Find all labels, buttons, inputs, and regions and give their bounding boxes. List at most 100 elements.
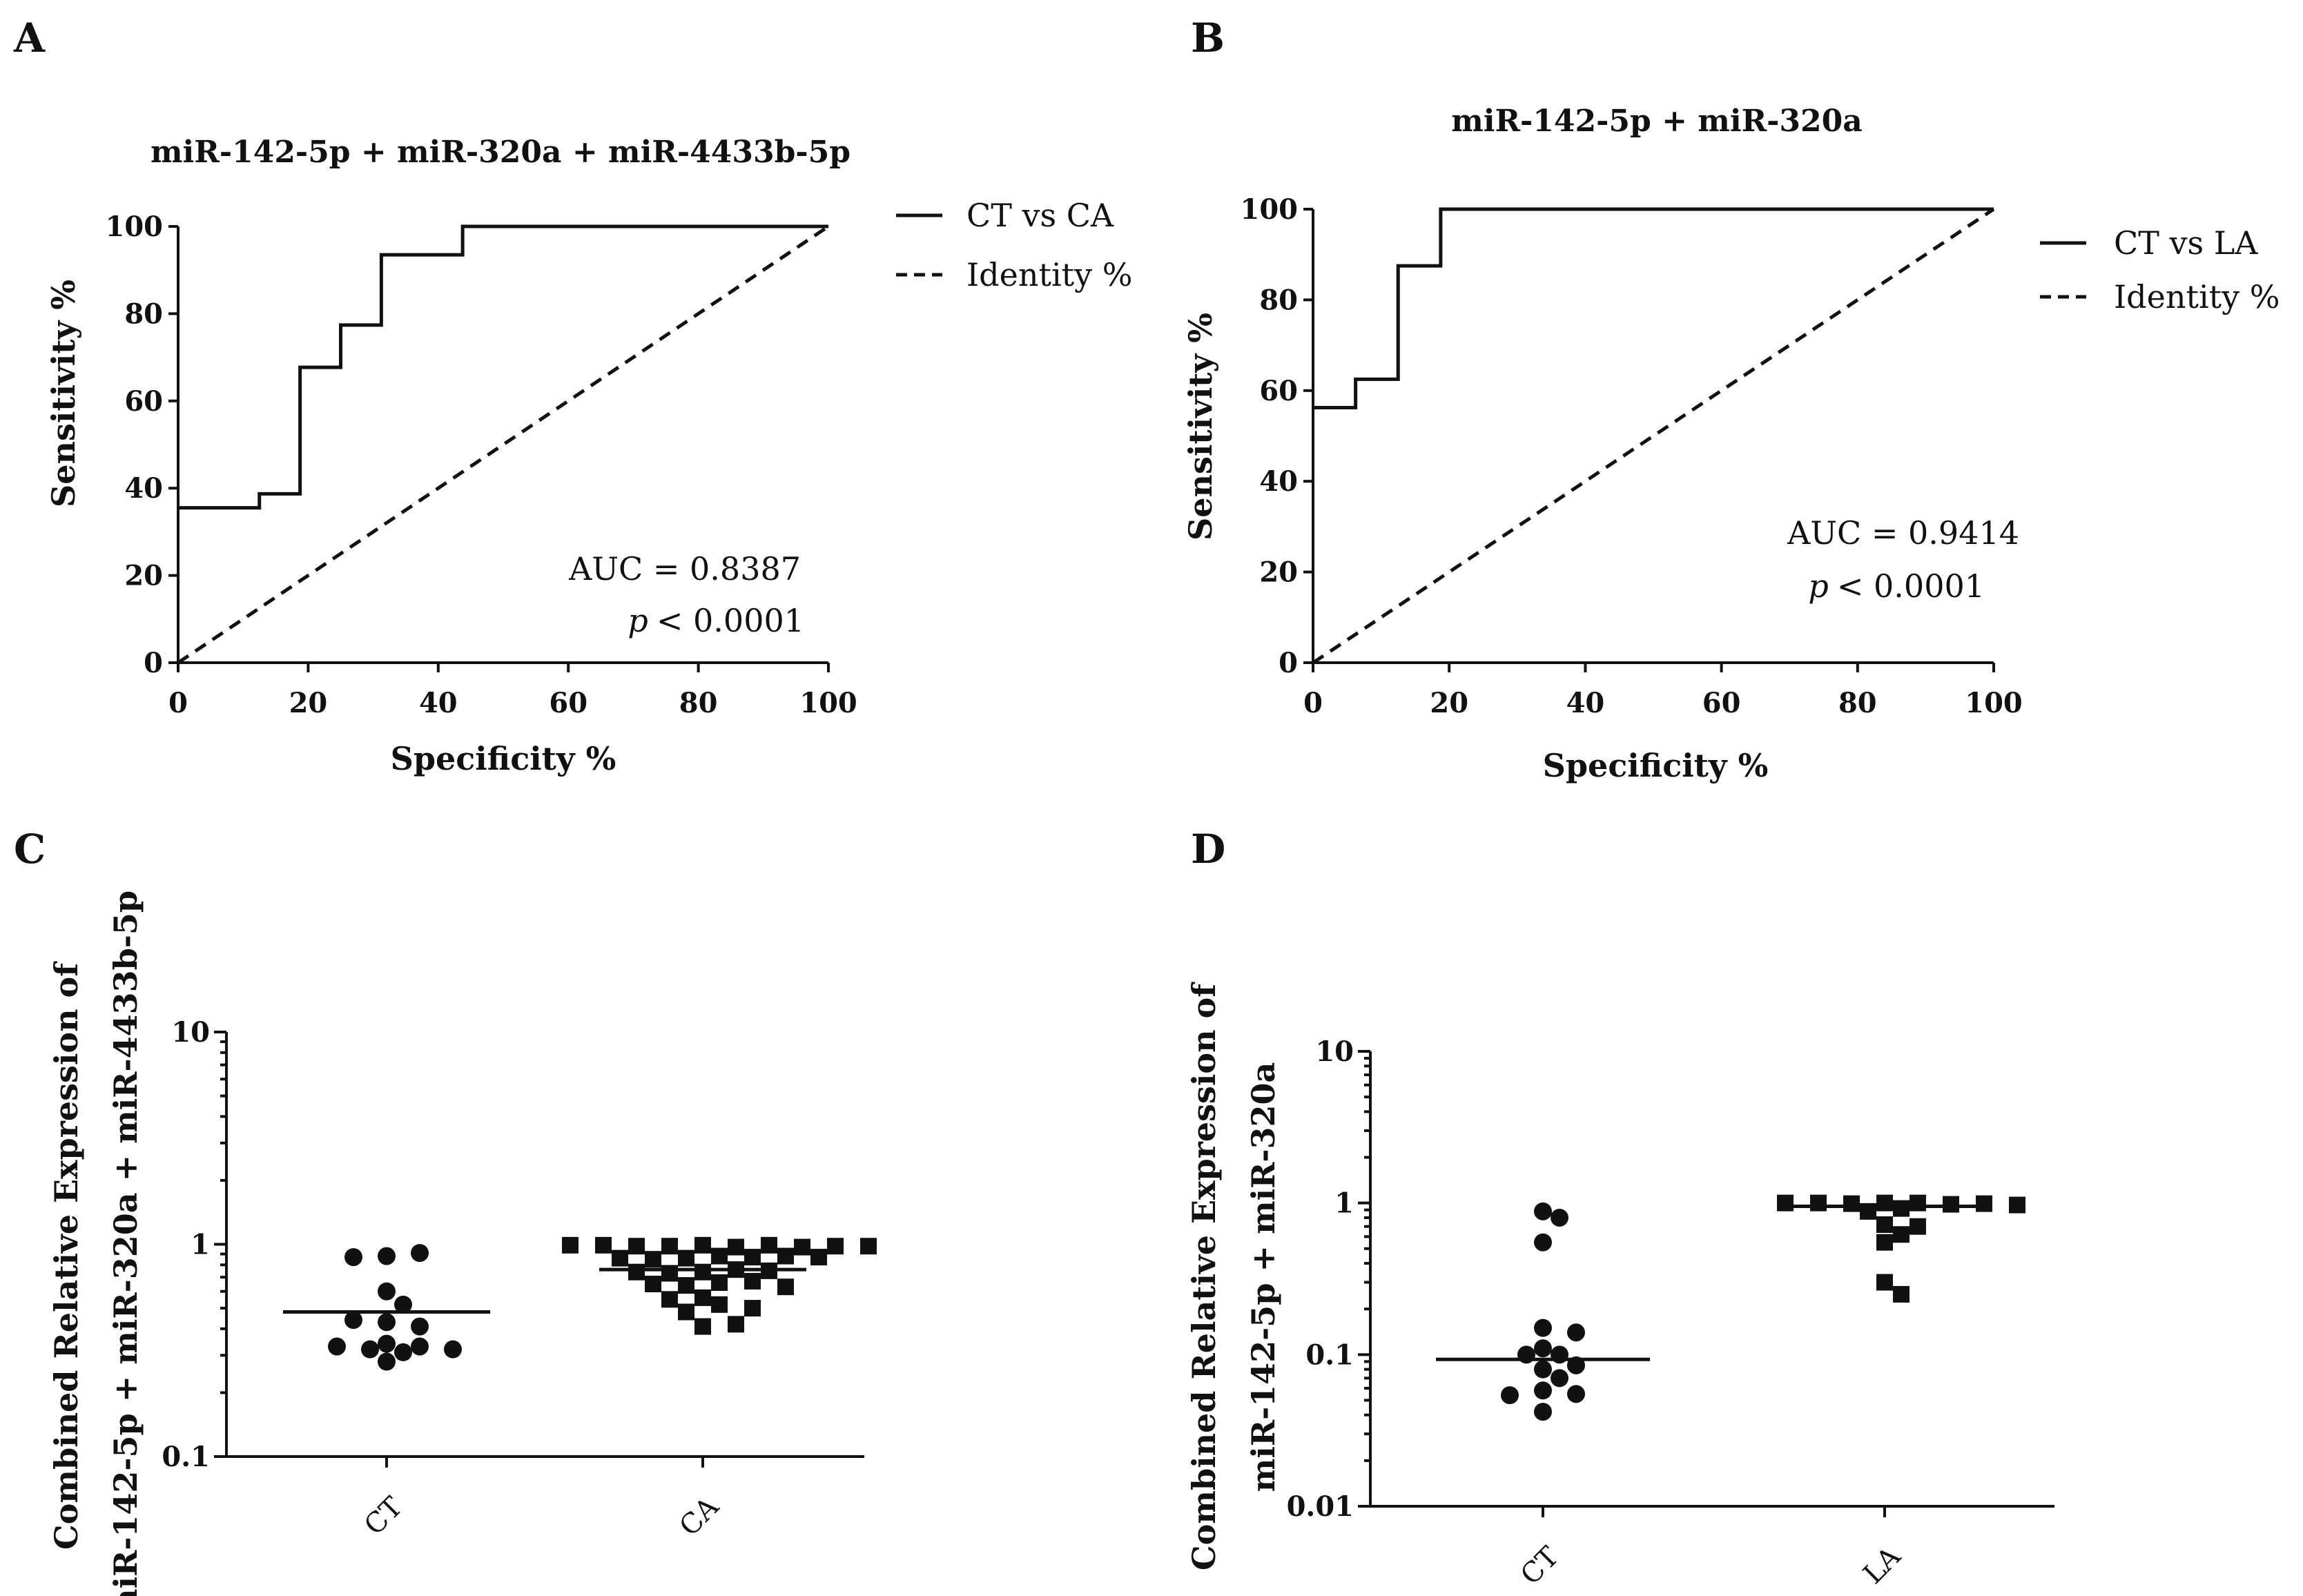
d-ct-point-1	[1551, 1208, 1568, 1227]
a-y-tick-label-1: 20	[124, 560, 163, 592]
panel-letter-b: B	[1191, 14, 1225, 61]
chart-a-series	[177, 224, 830, 665]
chart-c-y-label: Combined Relative Expression of miR-142-5…	[48, 891, 144, 1596]
b-y-tick-label-4: 80	[1259, 284, 1298, 316]
c-ct-point-14	[378, 1352, 396, 1371]
a-y-tick-label-2: 40	[124, 472, 163, 505]
c-ca-point-30	[678, 1303, 694, 1321]
c-ca-point-22	[711, 1274, 728, 1291]
c-ca-point-16	[810, 1249, 827, 1266]
c-ct-point-0	[378, 1247, 396, 1265]
c-ca-point-11	[678, 1249, 694, 1267]
chart-b-ticks: 0 20 40 60 80 100 0 20 40 60 80 100	[1241, 193, 2023, 719]
c-ct-point-7	[344, 1311, 362, 1330]
d-ct-point-11	[1534, 1381, 1552, 1400]
c-ct-point-3	[378, 1282, 396, 1301]
d-la-point-15	[1893, 1285, 1910, 1303]
c-ca-point-3	[761, 1236, 777, 1254]
scatter-chart-c: 0.1 1 10 CT CA Combined Relative Expression …	[48, 891, 877, 1596]
b-y-tick-label-2: 40	[1259, 465, 1298, 498]
chart-a-auc: AUC = 0.8387	[568, 550, 801, 587]
c-ct-point-2	[344, 1248, 362, 1267]
c-ct-point-5	[378, 1313, 396, 1332]
c-ct-point-9	[411, 1337, 429, 1356]
chart-b-legend-label-1: CT vs LA	[2114, 224, 2258, 262]
c-ct-point-10	[361, 1340, 379, 1359]
chart-c-y-label-line-2: miR-142-5p + miR-320a + miR-4433b-5p	[107, 891, 144, 1596]
c-ct-point-1	[411, 1244, 429, 1263]
chart-b-title: miR-142-5p + miR-320a	[1451, 104, 1863, 139]
roc-chart-a: miR-142-5p + miR-320a + miR-4433b-5p 0 20…	[45, 135, 1132, 777]
roc-chart-b: miR-142-5p + miR-320a 0 20 40 60 80 100 0 20 40 6…	[1182, 104, 2280, 784]
chart-b-legend-label-2: Identity %	[2114, 278, 2280, 315]
chart-a-legend-label-1: CT vs CA	[966, 197, 1114, 234]
d-la-point-2	[1843, 1195, 1860, 1212]
c-ca-point-17	[694, 1263, 711, 1281]
c-y-tick-label-1: 1	[191, 1229, 210, 1261]
panel-letter-a: A	[13, 14, 46, 61]
chart-d-points	[1436, 1194, 2025, 1421]
c-ca-point-28	[711, 1296, 728, 1313]
d-la-point-5	[1976, 1195, 1992, 1212]
d-la-point-7	[2009, 1196, 2025, 1214]
c-ca-point-0	[694, 1236, 711, 1254]
c-ca-point-2	[661, 1238, 678, 1255]
chart-d-y-label-line-2: miR-142-5p + miR-320a	[1245, 1062, 1282, 1492]
c-ct-point-8	[378, 1334, 396, 1353]
d-la-point-0	[1876, 1194, 1893, 1211]
a-x-tick-label-4: 80	[679, 687, 718, 719]
d-y-tick-label-1: 0.1	[1305, 1339, 1354, 1371]
chart-b-series	[1312, 207, 1995, 665]
c-ct-point-4	[394, 1295, 412, 1314]
c-ca-point-10	[711, 1247, 728, 1265]
chart-d-ticks: 0.01 0.1 1 10 CT LA	[1287, 1035, 1907, 1591]
chart-b-p-value: < 0.0001	[1837, 567, 1985, 605]
b-y-tick-label-1: 20	[1259, 556, 1298, 589]
d-ct-point-14	[1534, 1403, 1552, 1421]
chart-b-auc: AUC = 0.9414	[1787, 514, 2019, 552]
c-x-category-label-1: CA	[674, 1490, 726, 1542]
chart-a-x-label: Specificity %	[391, 740, 616, 777]
b-x-tick-label-4: 80	[1838, 687, 1877, 719]
c-ca-point-8	[562, 1236, 579, 1254]
b-x-tick-label-0: 0	[1303, 687, 1323, 719]
d-la-point-13	[1876, 1234, 1893, 1251]
d-ct-point-12	[1567, 1385, 1585, 1403]
a-y-tick-label-4: 80	[124, 298, 163, 330]
d-ct-point-0	[1534, 1202, 1552, 1220]
d-ct-point-5	[1534, 1339, 1552, 1358]
panel-letter-c: C	[14, 826, 46, 873]
b-y-tick-label-3: 60	[1259, 375, 1298, 407]
chart-a-p-value-line: p < 0.0001	[628, 602, 804, 639]
d-ct-point-9	[1534, 1360, 1552, 1379]
d-la-point-12	[1893, 1226, 1910, 1243]
d-ct-point-2	[1534, 1233, 1552, 1252]
d-la-point-4	[1810, 1194, 1827, 1211]
chart-d-y-label-line-1: Combined Relative Expression of	[1185, 982, 1223, 1570]
scatter-chart-d: 0.01 0.1 1 10 CT LA Combined Relative Express…	[1185, 982, 2054, 1591]
chart-b-p-value-line: p < 0.0001	[1808, 567, 1985, 605]
chart-c-y-label-line-1: Combined Relative Expression of	[48, 961, 85, 1550]
c-ca-point-26	[777, 1278, 794, 1296]
c-ca-point-1	[728, 1238, 744, 1256]
c-ca-point-15	[612, 1249, 628, 1267]
a-x-tick-label-0: 0	[168, 687, 188, 719]
chart-d-y-label: Combined Relative Expression of miR-142-5…	[1185, 982, 1282, 1570]
a-x-tick-label-1: 20	[289, 687, 328, 719]
chart-a-legend-label-2: Identity %	[966, 256, 1132, 293]
b-y-tick-label-0: 0	[1279, 647, 1298, 679]
a-y-tick-label-0: 0	[144, 647, 163, 679]
c-ct-point-13	[444, 1340, 462, 1359]
c-ca-point-31	[744, 1300, 761, 1317]
chart-a-title: miR-142-5p + miR-320a + miR-4433b-5p	[150, 135, 851, 170]
c-ca-point-7	[827, 1238, 844, 1255]
d-la-point-1	[1910, 1194, 1926, 1211]
chart-b-x-label: Specificity %	[1543, 747, 1769, 784]
c-ca-point-24	[744, 1272, 761, 1290]
chart-a-p-value: < 0.0001	[657, 602, 804, 639]
c-ca-point-14	[777, 1247, 794, 1265]
chart-c-points	[283, 1236, 877, 1371]
c-ca-point-9	[860, 1238, 877, 1255]
a-y-tick-label-5: 100	[106, 211, 164, 243]
a-x-tick-label-5: 100	[799, 687, 857, 719]
